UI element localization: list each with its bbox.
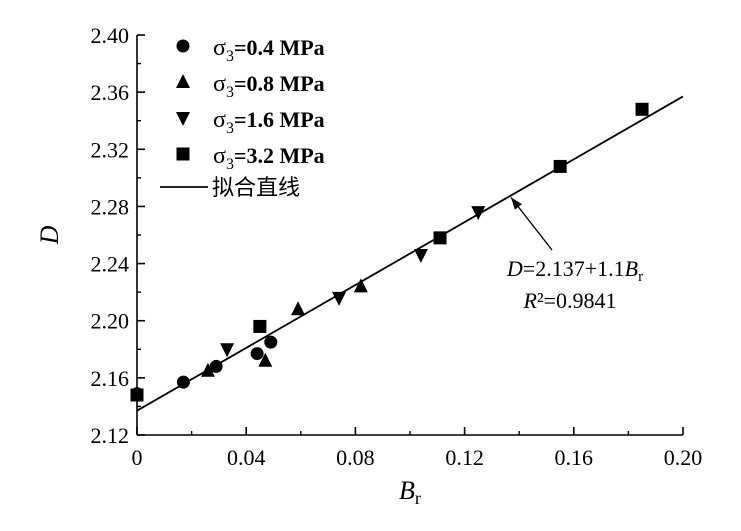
legend-marker-square bbox=[176, 147, 190, 161]
legend-label: σ3=1.6 MPa bbox=[213, 107, 325, 137]
x-tick-label: 0.04 bbox=[227, 445, 266, 470]
data-point-square bbox=[130, 388, 144, 402]
x-axis-title: Br bbox=[399, 476, 421, 508]
legend-fit-label: 拟合直线 bbox=[212, 176, 300, 201]
annotation-arrow-head bbox=[511, 197, 522, 210]
data-point-circle bbox=[176, 375, 190, 389]
y-tick-label: 2.24 bbox=[91, 252, 130, 277]
legend-marker-triangle-up bbox=[176, 74, 190, 88]
data-point-square bbox=[433, 231, 447, 245]
y-tick-label: 2.20 bbox=[91, 309, 130, 334]
x-tick-label: 0.16 bbox=[555, 445, 594, 470]
fit-line bbox=[136, 95, 684, 412]
y-tick-label: 2.12 bbox=[91, 423, 130, 448]
legend-marker-circle bbox=[176, 39, 190, 53]
data-point-triangle-up bbox=[258, 352, 273, 367]
legend-label: σ3=3.2 MPa bbox=[213, 143, 325, 173]
data-point-square bbox=[553, 159, 567, 173]
data-point-triangle-down bbox=[220, 343, 235, 358]
legend-label: σ3=0.4 MPa bbox=[213, 35, 325, 65]
x-tick-label: 0.08 bbox=[336, 445, 375, 470]
data-point-triangle-down bbox=[332, 291, 347, 306]
data-point-triangle-up bbox=[291, 301, 306, 316]
data-point-triangle-up bbox=[353, 278, 368, 293]
r-squared: R²=0.9841 bbox=[523, 288, 617, 313]
data-point-triangle-down bbox=[471, 206, 486, 221]
data-point-square bbox=[253, 319, 267, 333]
data-point-square bbox=[635, 102, 649, 116]
y-tick-label: 2.28 bbox=[91, 194, 130, 219]
x-tick-label: 0.20 bbox=[664, 445, 703, 470]
legend-marker-triangle-down bbox=[176, 112, 190, 126]
y-axis-title: D bbox=[35, 225, 64, 245]
data-point-triangle-up bbox=[200, 362, 215, 377]
data-point-circle bbox=[209, 359, 223, 373]
legend-label: σ3=0.8 MPa bbox=[213, 71, 325, 101]
x-tick-label: 0 bbox=[132, 445, 143, 470]
data-point-triangle-down bbox=[413, 249, 428, 263]
y-tick-label: 2.36 bbox=[91, 80, 130, 105]
data-point-circle bbox=[264, 335, 278, 349]
y-tick-label: 2.40 bbox=[91, 23, 130, 48]
y-tick-label: 2.32 bbox=[91, 137, 130, 162]
fit-equation: D=2.137+1.1Br bbox=[506, 256, 643, 285]
x-tick-label: 0.12 bbox=[445, 445, 484, 470]
data-point-circle bbox=[250, 347, 264, 361]
y-tick-label: 2.16 bbox=[91, 366, 130, 391]
